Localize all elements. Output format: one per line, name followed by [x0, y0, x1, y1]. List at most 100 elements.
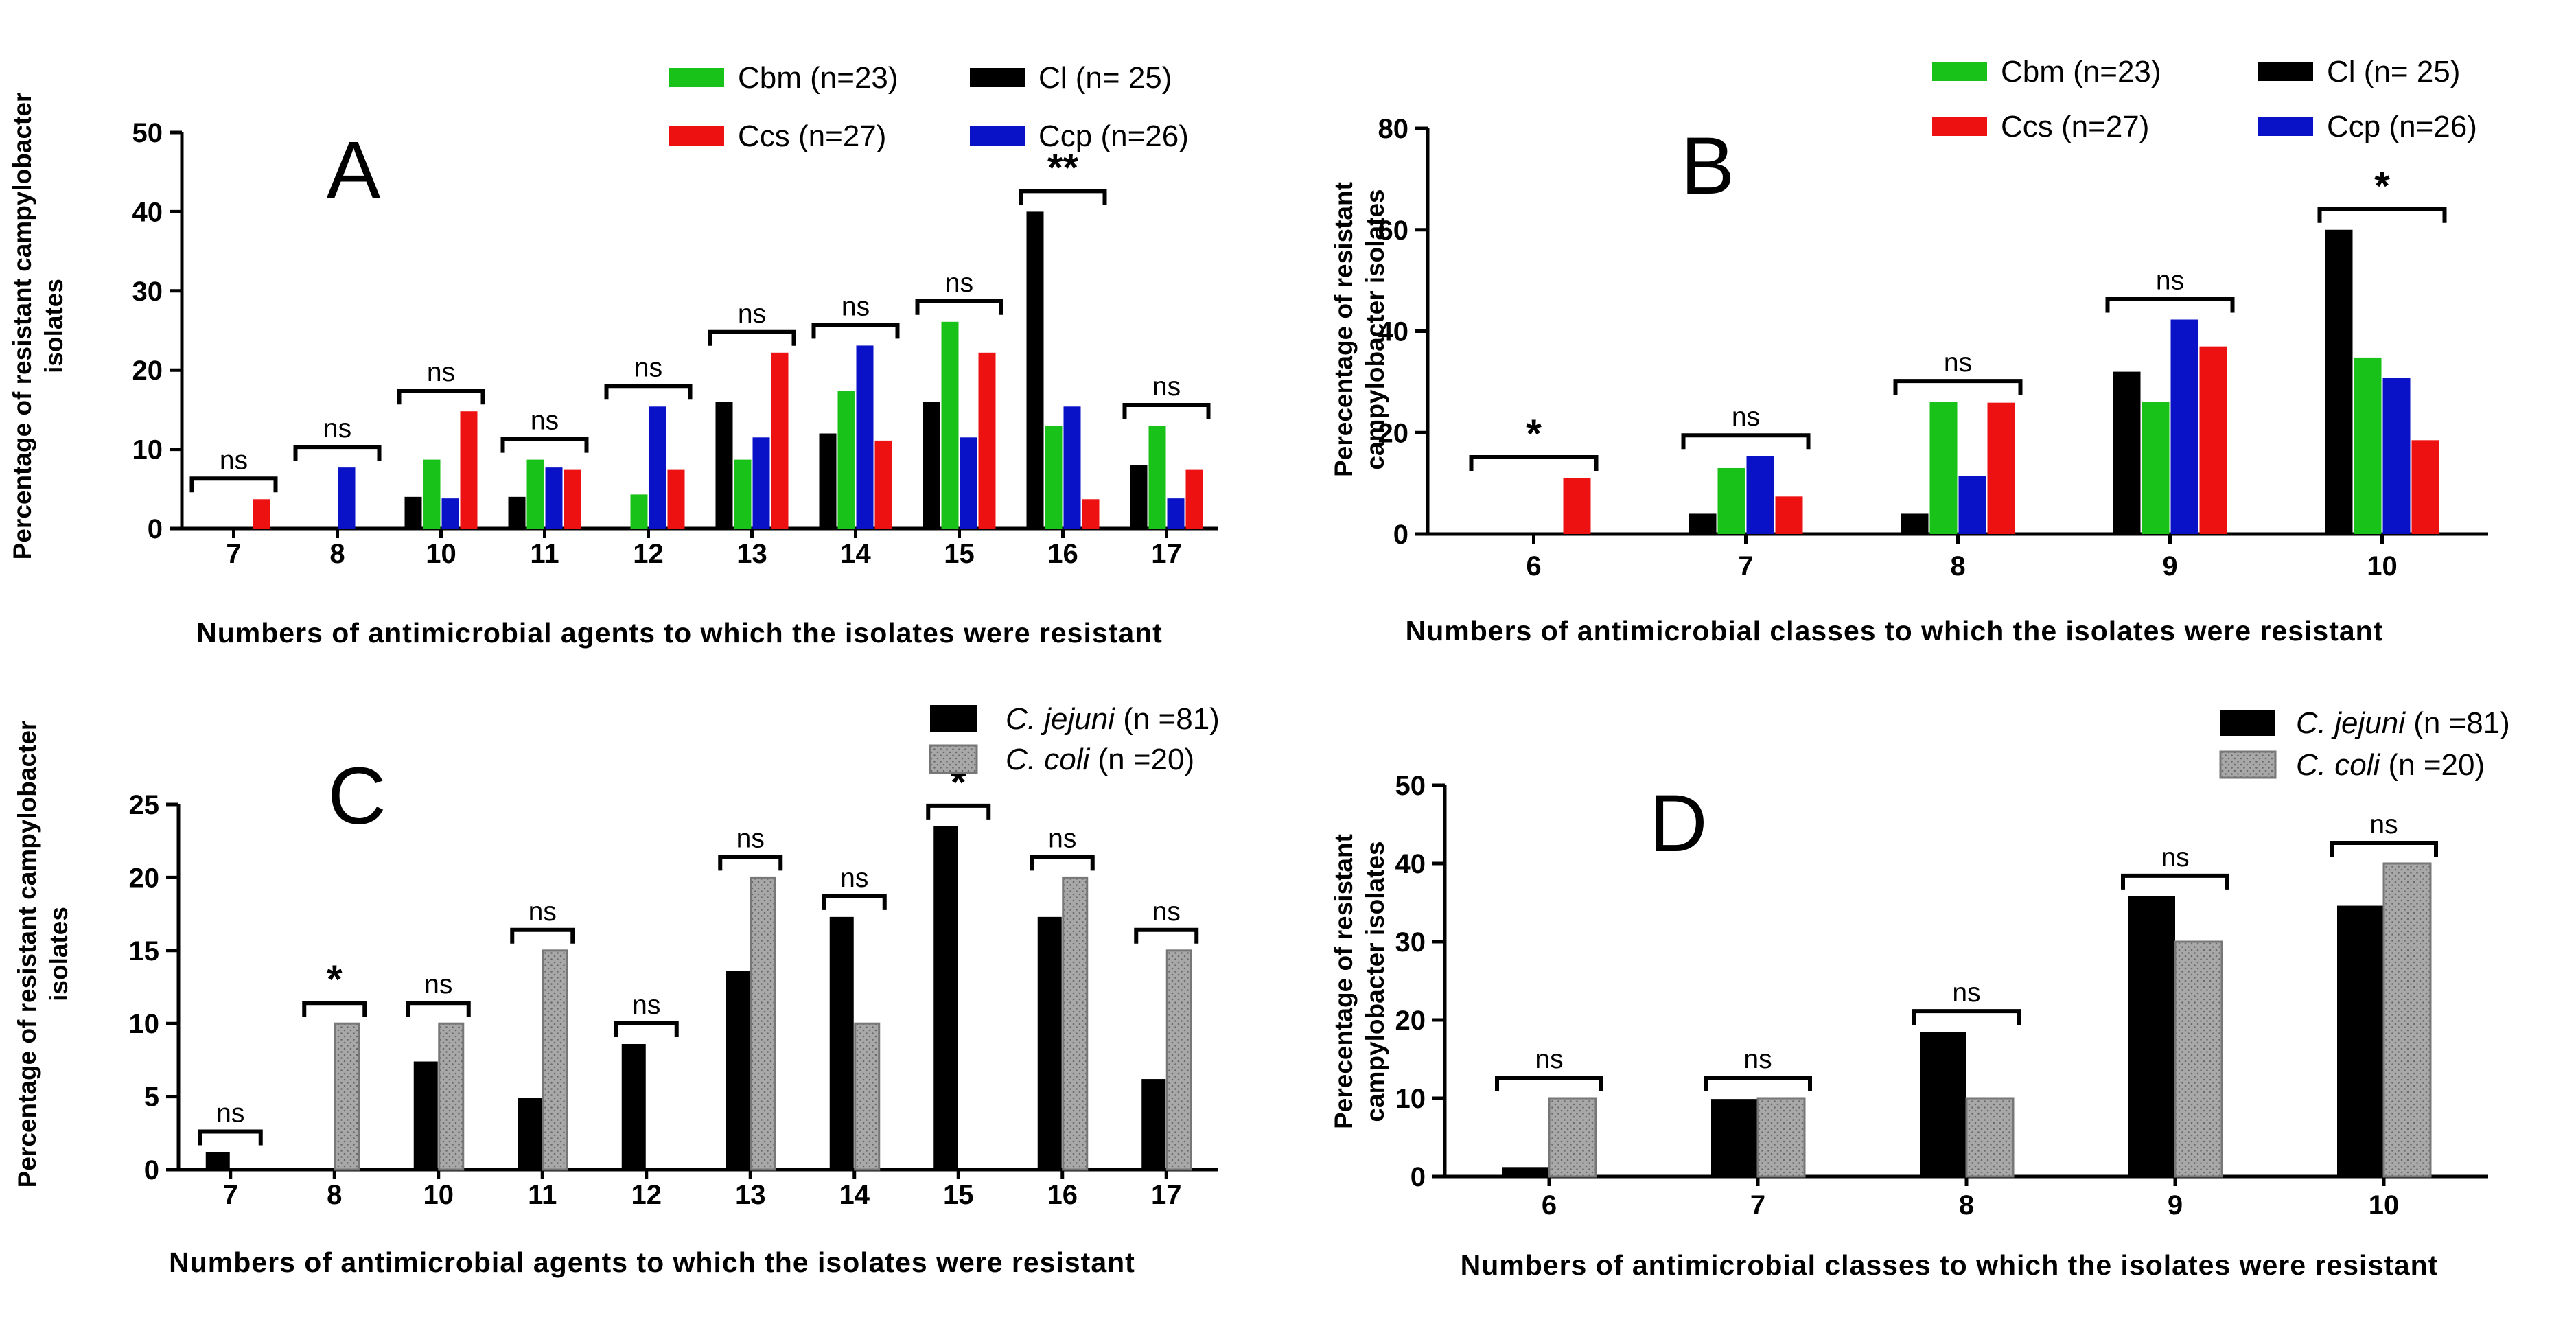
bar-Ccp	[960, 437, 977, 529]
bar-Ccp	[2170, 319, 2198, 534]
bar-Cl	[2325, 229, 2353, 534]
legend-label: Cl (n= 25)	[1038, 61, 1172, 95]
significance-bracket	[2121, 873, 2229, 890]
bar-Ccs	[1563, 477, 1591, 534]
significance-bracket	[2330, 841, 2438, 857]
panel-a: 0 10 20 30 40 50 Percentage of resistant campy…	[8, 61, 1218, 649]
bar-Ccs	[667, 469, 685, 529]
x-axis-title: Numbers of antimicrobial agents to which…	[196, 617, 1163, 649]
x-axis-title: Numbers of antimicrobial classes to whic…	[1461, 1249, 2439, 1281]
bar-Cbm	[1045, 425, 1063, 529]
panel-letter: B	[1681, 121, 1735, 211]
x-tick-label: 8	[1959, 1190, 1974, 1220]
significance-bracket	[1893, 379, 2023, 395]
bar-Cbm	[837, 391, 855, 529]
significance-label: ns	[427, 358, 455, 387]
bar-Cbm	[423, 459, 441, 529]
bar-Ccp	[545, 467, 563, 529]
significance-label: *	[1526, 412, 1542, 456]
significance-bracket	[811, 323, 900, 339]
legend-swatch-Cl	[970, 68, 1025, 87]
significance-label: ns	[1152, 897, 1181, 927]
bar-Cbm	[526, 459, 544, 529]
bar-coli	[750, 876, 776, 1171]
significance-label: ns	[1952, 978, 1980, 1008]
legend-label-species: C. jejuni	[2296, 706, 2406, 740]
legend-swatch-Ccs	[1932, 117, 1987, 136]
x-tick-label: 6	[1542, 1190, 1557, 1220]
significance-label: *	[2374, 164, 2390, 209]
legend-label: Cbm (n=23)	[2001, 55, 2161, 89]
significance-bracket	[718, 855, 783, 871]
bar-Cbm	[1717, 467, 1745, 534]
significance-bracket	[198, 1129, 263, 1146]
bar-Cl	[923, 402, 940, 529]
significance-label: ns	[220, 445, 248, 475]
bar-jejuni	[205, 1152, 230, 1170]
y-tick-label: 80	[1378, 114, 1409, 144]
bar-Ccs	[1775, 496, 1803, 534]
significance-bracket	[510, 927, 575, 944]
legend-label: C. coli (n =20)	[1006, 743, 1194, 776]
y-tick-label: 40	[1378, 317, 1409, 347]
significance-label: ns	[1944, 348, 1972, 378]
panel-letter: D	[1649, 778, 1707, 869]
y-tick-label: 40	[132, 197, 163, 227]
panel-c: 0 5 10 15 20 25 Percentage of resistant campyl…	[13, 702, 1220, 1278]
y-tick-label: 0	[148, 514, 163, 544]
bar-Cl	[1689, 513, 1717, 534]
bar-jejuni	[518, 1098, 542, 1170]
y-axis-title-line: isolates	[45, 907, 73, 1001]
bar-Cl	[715, 402, 733, 529]
bar-Cl	[1130, 465, 1148, 529]
significance-label: ns	[1743, 1045, 1772, 1074]
significance-label: ns	[634, 353, 662, 382]
significance-label: ns	[842, 292, 870, 321]
significance-label: ns	[2161, 843, 2189, 872]
bar-jejuni	[1037, 916, 1062, 1170]
significance-bracket	[189, 476, 278, 493]
legend-swatch-Ccs	[669, 126, 724, 146]
significance-bracket	[302, 1001, 367, 1017]
bar-coli	[1165, 949, 1192, 1171]
significance-label: ns	[216, 1098, 244, 1128]
x-tick-label: 8	[327, 1180, 342, 1210]
significance-label: ns	[736, 824, 765, 853]
significance-label: ns	[945, 268, 973, 298]
bar-coli	[334, 1022, 360, 1171]
significance-label: *	[327, 958, 343, 1002]
y-axis-title: Percentage of resistant campylobacter iso…	[13, 721, 73, 1188]
significance-bracket	[708, 329, 796, 346]
bar-coli	[1548, 1097, 1597, 1178]
x-tick-label: 11	[528, 1180, 557, 1210]
bar-Ccs	[1987, 402, 2015, 534]
bar-Ccs	[1082, 499, 1100, 529]
bar-Ccp	[856, 345, 874, 529]
bar-coli	[2174, 940, 2223, 1178]
bar-jejuni	[413, 1061, 438, 1170]
x-tick-label: 16	[1047, 539, 1078, 569]
panel-d: 0 10 20 30 40 50 Perecentage of resistant campy…	[1330, 706, 2510, 1281]
x-tick-label: 7	[1738, 551, 1753, 581]
bar-Cbm	[2142, 402, 2170, 534]
significance-bracket	[1030, 855, 1095, 871]
x-tick-label: 7	[223, 1180, 238, 1210]
legend-label-count: (n =81)	[1115, 702, 1220, 736]
bar-Ccp	[2382, 378, 2411, 534]
bar-coli	[1062, 876, 1089, 1171]
bar-jejuni	[1141, 1079, 1166, 1170]
bar-Cl	[404, 496, 422, 529]
bar-Ccp	[649, 406, 666, 529]
panel-letter: A	[327, 125, 381, 216]
y-tick-label: 40	[1395, 849, 1426, 879]
bar-jejuni	[2337, 905, 2384, 1176]
bar-Cl	[1026, 211, 1044, 529]
x-tick-label: 9	[2168, 1190, 2183, 1220]
legend-swatch-Cl	[2258, 62, 2313, 81]
legend-label: C. jejuni (n =81)	[1006, 702, 1220, 736]
significance-bracket	[1704, 1076, 1812, 1091]
significance-label: ns	[738, 299, 766, 329]
bar-Ccs	[2199, 346, 2227, 534]
legend-label-count: (n =20)	[2380, 748, 2485, 782]
legend-label-count: (n =20)	[1089, 743, 1194, 776]
